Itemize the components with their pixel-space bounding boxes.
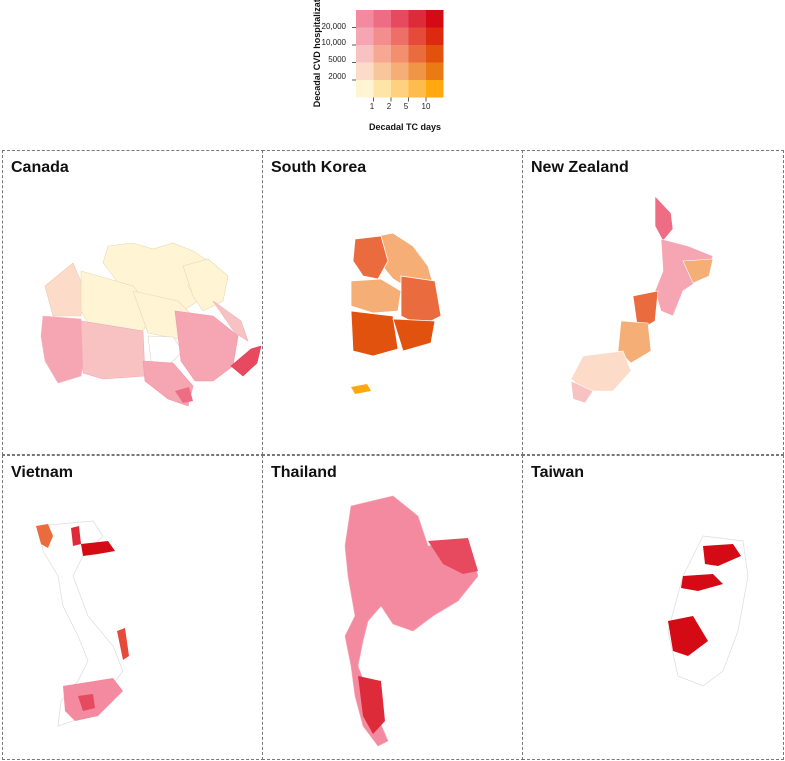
bivariate-legend: Decadal CVD hospitalizations 20,000 10,0… xyxy=(300,0,500,140)
region-otago xyxy=(570,350,632,392)
region-jeolla xyxy=(350,310,399,357)
panel-title-taiwan: Taiwan xyxy=(531,464,585,481)
region-canterbury xyxy=(617,320,652,364)
region-chungcheong xyxy=(350,278,402,314)
panel-thailand: Thailand xyxy=(262,455,524,760)
legend-cell-r0-c2 xyxy=(391,10,409,28)
legend-cell-r1-c2 xyxy=(391,27,409,45)
panel-taiwan: Taiwan xyxy=(522,455,784,760)
region-central xyxy=(117,628,129,660)
region-bc xyxy=(40,315,86,384)
legend-cell-r0-c4 xyxy=(426,10,444,28)
region-northeast xyxy=(81,541,115,556)
panel-title-south-korea: South Korea xyxy=(271,159,367,176)
taiwan-outline xyxy=(667,535,749,687)
map-vietnam xyxy=(36,520,129,727)
panel-title-thailand: Thailand xyxy=(271,464,337,481)
map-taiwan xyxy=(667,535,749,687)
legend-cell-r4-c0 xyxy=(356,80,374,98)
legend-x-title: Decadal TC days xyxy=(368,122,442,132)
legend-cell-r3-c4 xyxy=(426,62,444,80)
legend-x-label-1: 1 xyxy=(369,102,375,111)
legend-x-label-2: 2 xyxy=(386,102,392,111)
region-hudson xyxy=(147,335,184,367)
region-yukon xyxy=(44,262,86,317)
region-east-cape xyxy=(682,258,714,284)
region-northland xyxy=(654,195,674,242)
region-north-taiwan xyxy=(703,544,741,566)
map-thailand xyxy=(344,495,479,747)
region-north-pink xyxy=(71,526,81,546)
legend-cell-r4-c2 xyxy=(391,80,409,98)
legend-cell-r3-c2 xyxy=(391,62,409,80)
legend-cell-r1-c0 xyxy=(356,27,374,45)
region-maritimes xyxy=(230,345,262,377)
region-northwest xyxy=(36,524,53,548)
panel-south-korea: South Korea xyxy=(262,150,524,455)
legend-cell-r2-c3 xyxy=(408,45,426,63)
panel-new-zealand: New Zealand xyxy=(522,150,784,455)
legend-cell-r4-c1 xyxy=(373,80,391,98)
region-prairies xyxy=(80,320,146,380)
panel-title-canada: Canada xyxy=(11,159,69,176)
legend-cell-r2-c1 xyxy=(373,45,391,63)
legend-cell-r1-c1 xyxy=(373,27,391,45)
legend-x-label-10: 10 xyxy=(421,102,431,111)
legend-y-label-10000: 10,000 xyxy=(321,38,346,47)
region-south-taiwan xyxy=(668,616,708,656)
panel-title-vietnam: Vietnam xyxy=(11,464,73,481)
panel-vietnam: Vietnam xyxy=(2,455,264,760)
panel-title-new-zealand: New Zealand xyxy=(531,159,629,176)
legend-cell-r1-c4 xyxy=(426,27,444,45)
legend-cell-r1-c3 xyxy=(408,27,426,45)
map-new-zealand xyxy=(570,195,714,404)
legend-grid xyxy=(352,10,444,102)
map-south-korea xyxy=(350,232,442,394)
region-north-island xyxy=(654,238,714,317)
region-baffin xyxy=(182,258,229,312)
legend-y-label-5000: 5000 xyxy=(328,55,346,64)
legend-cell-r2-c2 xyxy=(391,45,409,63)
legend-y-label-2000: 2000 xyxy=(328,72,346,81)
legend-cell-r3-c1 xyxy=(373,62,391,80)
legend-x-label-5: 5 xyxy=(403,102,409,111)
legend-y-label-20000: 20,000 xyxy=(321,22,346,31)
region-south-thailand xyxy=(358,676,385,734)
legend-cell-r4-c4 xyxy=(426,80,444,98)
legend-cell-r4-c3 xyxy=(408,80,426,98)
region-gyeonggi xyxy=(352,235,389,280)
legend-cell-r3-c0 xyxy=(356,62,374,80)
legend-cell-r0-c3 xyxy=(408,10,426,28)
region-southland xyxy=(570,380,594,404)
panel-canada: Canada xyxy=(2,150,264,455)
region-marlborough xyxy=(632,290,659,332)
legend-cell-r2-c4 xyxy=(426,45,444,63)
legend-cell-r0-c1 xyxy=(373,10,391,28)
legend-cell-r2-c0 xyxy=(356,45,374,63)
region-quebec xyxy=(174,310,239,382)
legend-cell-r3-c3 xyxy=(408,62,426,80)
map-canada xyxy=(40,242,262,407)
region-central-taiwan xyxy=(681,574,723,591)
region-gyeongbuk xyxy=(400,275,442,327)
region-south-red xyxy=(78,694,95,711)
region-gyeongnam xyxy=(392,318,436,352)
region-labrador xyxy=(212,300,249,342)
region-jeju xyxy=(351,384,371,394)
region-northeast-thailand xyxy=(428,538,478,574)
legend-cell-r0-c0 xyxy=(356,10,374,28)
region-southern-ontario xyxy=(175,387,193,403)
